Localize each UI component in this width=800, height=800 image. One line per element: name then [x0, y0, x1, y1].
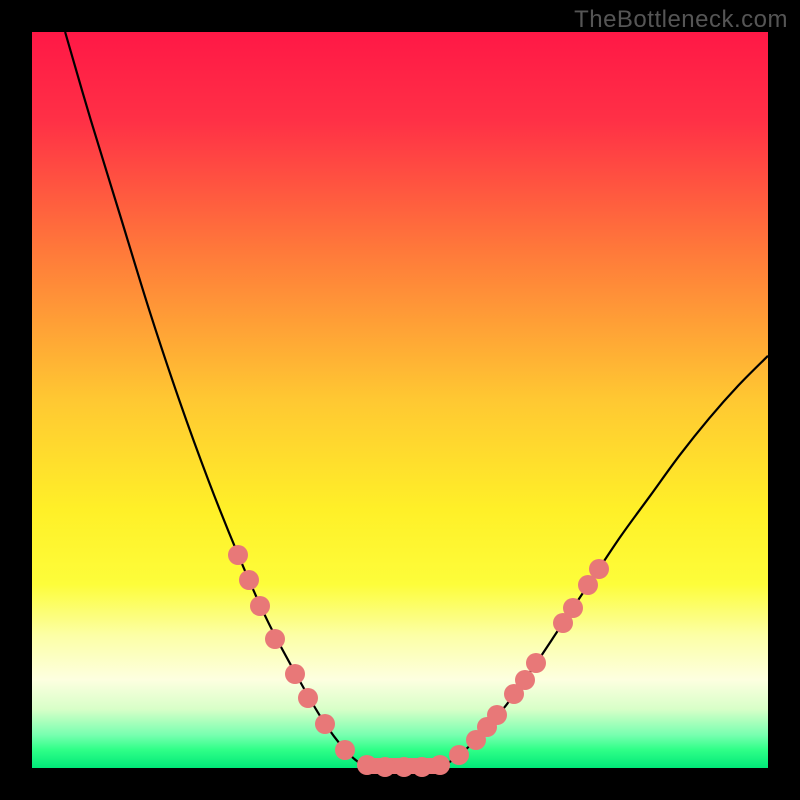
data-marker — [526, 653, 546, 673]
bottleneck-curve — [32, 32, 768, 768]
data-marker — [298, 688, 318, 708]
data-marker — [285, 664, 305, 684]
data-marker — [357, 755, 377, 775]
data-marker — [412, 757, 432, 777]
data-marker — [265, 629, 285, 649]
data-marker — [228, 545, 248, 565]
data-marker — [430, 755, 450, 775]
data-marker — [487, 705, 507, 725]
plot-area — [32, 32, 768, 768]
watermark-text: TheBottleneck.com — [574, 6, 788, 34]
data-marker — [563, 598, 583, 618]
data-marker — [335, 740, 355, 760]
data-marker — [394, 757, 414, 777]
data-marker — [449, 745, 469, 765]
data-marker — [375, 757, 395, 777]
data-marker — [250, 596, 270, 616]
data-marker — [315, 714, 335, 734]
data-marker — [589, 559, 609, 579]
data-marker — [239, 570, 259, 590]
